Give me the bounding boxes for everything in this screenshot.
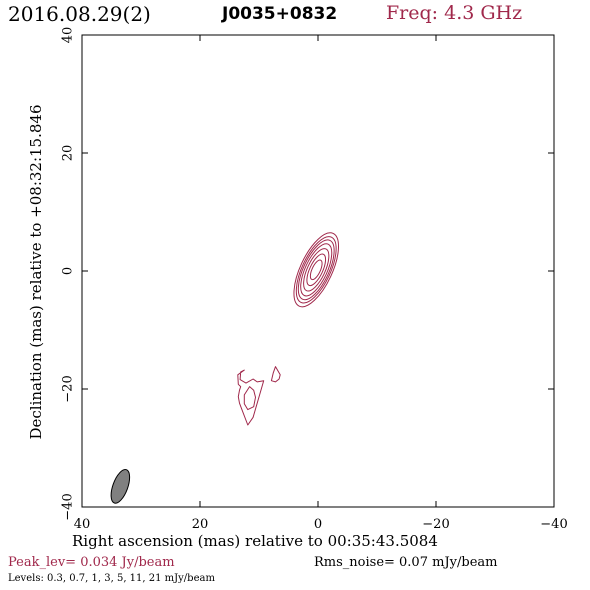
core-contour (306, 253, 327, 287)
jet-inner-contour (243, 386, 256, 411)
y-tick-label: 40 (61, 27, 76, 44)
y-tick-label: −40 (61, 493, 76, 520)
core-contour (309, 259, 323, 281)
peak-level: Peak_lev= 0.034 Jy/beam (8, 555, 175, 570)
jet-blob-contour (270, 366, 281, 383)
contour-levels: Levels: 0.3, 0.7, 1, 3, 5, 11, 21 mJy/be… (8, 573, 215, 584)
core-contour (297, 239, 335, 301)
y-tick-label: 20 (61, 145, 76, 162)
core-contour (293, 232, 339, 308)
x-tick-label: 40 (74, 517, 91, 532)
x-axis-label: Right ascension (mas) relative to 00:35:… (72, 532, 438, 550)
x-tick-label: 20 (192, 517, 209, 532)
core-contour (295, 236, 337, 304)
core-contour (300, 243, 333, 297)
x-tick-label: −40 (540, 517, 567, 532)
beam-ellipse (110, 469, 131, 504)
y-tick-label: −20 (61, 375, 76, 402)
y-tick-label: 0 (61, 267, 76, 275)
core-contour (303, 248, 330, 292)
observation-date: 2016.08.29(2) (8, 2, 151, 26)
plot-frame (81, 34, 555, 508)
y-axis-label: Declination (mas) relative to +08:32:15.… (27, 104, 45, 440)
rms-noise: Rms_noise= 0.07 mJy/beam (314, 555, 498, 570)
frequency-label: Freq: 4.3 GHz (386, 2, 523, 24)
x-tick-label: 0 (314, 517, 322, 532)
source-name: J0035+0832 (222, 4, 338, 24)
x-tick-label: −20 (422, 517, 449, 532)
jet-outer-contour (237, 369, 265, 426)
